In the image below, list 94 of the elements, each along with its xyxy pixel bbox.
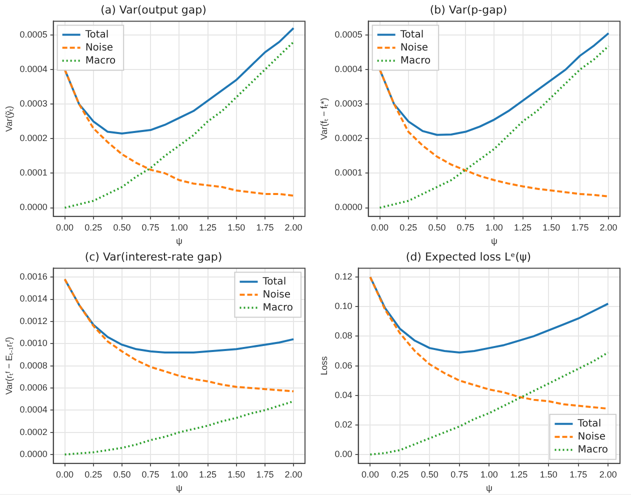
x-tick-label: 1.25 (198, 469, 217, 480)
x-tick-label: 2.00 (599, 469, 617, 480)
y-tick-label: 0.04 (334, 390, 352, 400)
legend-label: Macro (400, 55, 431, 66)
y-tick-label: 0.0002 (20, 133, 48, 144)
x-tick-label: 0.25 (84, 222, 102, 232)
line-series (64, 40, 295, 209)
line-series (64, 400, 295, 456)
y-tick-label: 0.0010 (20, 338, 48, 348)
y-tick-label: 0.0000 (334, 202, 362, 212)
chart-title: (a) Var(output gap) (100, 3, 206, 16)
x-tick-label: 1.00 (480, 469, 498, 480)
x-tick-label: 1.75 (570, 469, 588, 480)
x-tick-label: 0.75 (450, 469, 468, 480)
x-tick-label: 0.75 (456, 222, 474, 232)
x-tick-label: 0.00 (371, 222, 389, 232)
x-tick-label: 0.00 (56, 222, 74, 232)
x-tick-label: 0.50 (428, 222, 446, 232)
y-tick-label: 0.10 (334, 301, 352, 312)
x-tick-label: 1.50 (228, 469, 246, 480)
y-axis-title: Var(rₜᶠ − Eₜ₋₁rₜᶠ) (4, 336, 14, 395)
legend-label: Noise (400, 42, 428, 54)
legend-label: Noise (578, 431, 606, 442)
x-tick-label: 0.25 (400, 222, 418, 232)
y-tick-label: 0.0005 (20, 30, 48, 40)
legend-label: Macro (85, 55, 116, 66)
x-tick-label: 1.00 (170, 469, 188, 480)
x-tick-label: 0.75 (142, 222, 160, 232)
chart-title: (b) Var(p-gap) (430, 3, 508, 16)
x-axis-title: ψ (176, 236, 182, 246)
x-tick-label: 1.75 (256, 222, 274, 232)
y-tick-label: 0.0006 (20, 382, 48, 392)
line-series (378, 68, 610, 198)
x-tick-label: 0.00 (56, 469, 74, 480)
y-tick-label: 0.0004 (20, 404, 48, 415)
y-tick-label: 0.08 (334, 330, 352, 341)
legend-label: Total (84, 29, 109, 40)
line-series (64, 68, 295, 197)
y-axis-title: Var(fₜ − fₜ*) (318, 98, 329, 140)
x-tick-label: 0.75 (142, 469, 160, 480)
x-tick-label: 2.00 (600, 222, 618, 232)
y-tick-label: 0.0000 (20, 449, 48, 460)
x-tick-label: 1.50 (540, 469, 558, 480)
x-tick-label: 1.50 (542, 222, 560, 232)
y-tick-label: 0.0005 (334, 30, 362, 40)
x-tick-label: 1.50 (228, 222, 246, 232)
x-tick-label: 1.25 (514, 222, 532, 232)
x-tick-label: 1.00 (485, 222, 503, 232)
chart-title: (c) Var(interest-rate gap) (84, 250, 222, 264)
x-tick-label: 0.25 (84, 469, 102, 480)
y-tick-label: 0.0000 (20, 202, 48, 212)
y-tick-label: 0.0008 (20, 360, 48, 370)
chart-title: (d) Expected loss Lᵉ(ψ) (406, 250, 532, 264)
legend-label: Noise (262, 289, 290, 300)
x-axis-title: ψ (486, 483, 492, 494)
x-tick-label: 0.50 (113, 222, 131, 232)
y-tick-label: 0.0016 (20, 272, 48, 282)
y-tick-label: 0.06 (334, 360, 352, 370)
x-tick-label: 1.25 (510, 469, 528, 480)
x-tick-label: 0.00 (361, 469, 379, 480)
x-tick-label: 1.25 (198, 222, 217, 232)
y-tick-label: 0.00 (334, 449, 352, 460)
y-tick-label: 0.12 (334, 272, 352, 282)
x-tick-label: 0.25 (391, 469, 409, 480)
x-tick-label: 0.50 (420, 469, 438, 480)
y-tick-label: 0.0002 (20, 426, 48, 437)
line-series (369, 351, 610, 456)
legend-label: Total (576, 418, 602, 430)
y-tick-label: 0.0012 (20, 316, 48, 326)
y-axis-title: Loss (318, 356, 329, 376)
y-tick-label: 0.0004 (334, 64, 362, 74)
x-tick-label: 1.00 (170, 222, 188, 232)
y-axis-title: Var(ỹₜ) (4, 106, 14, 132)
y-tick-label: 0.02 (334, 419, 352, 430)
y-tick-label: 0.0001 (334, 168, 362, 178)
y-tick-label: 0.0003 (334, 98, 362, 109)
x-tick-label: 1.75 (256, 469, 274, 480)
legend-label: Total (399, 29, 424, 40)
y-tick-label: 0.0003 (20, 98, 48, 109)
x-tick-label: 2.00 (284, 469, 302, 480)
x-axis-title: ψ (490, 236, 498, 246)
y-tick-label: 0.0004 (20, 64, 48, 74)
legend-label: Macro (262, 302, 293, 314)
x-tick-label: 2.00 (284, 222, 302, 232)
x-axis-title: ψ (176, 483, 182, 494)
legend-label: Macro (578, 444, 608, 456)
y-tick-label: 0.0002 (334, 133, 362, 144)
y-tick-label: 0.0014 (20, 294, 48, 304)
x-tick-label: 0.50 (113, 469, 131, 480)
y-tick-label: 0.0001 (20, 168, 48, 178)
legend-label: Noise (85, 42, 114, 54)
x-tick-label: 1.75 (571, 222, 589, 232)
legend-label: Total (262, 276, 286, 288)
line-series (64, 278, 295, 392)
